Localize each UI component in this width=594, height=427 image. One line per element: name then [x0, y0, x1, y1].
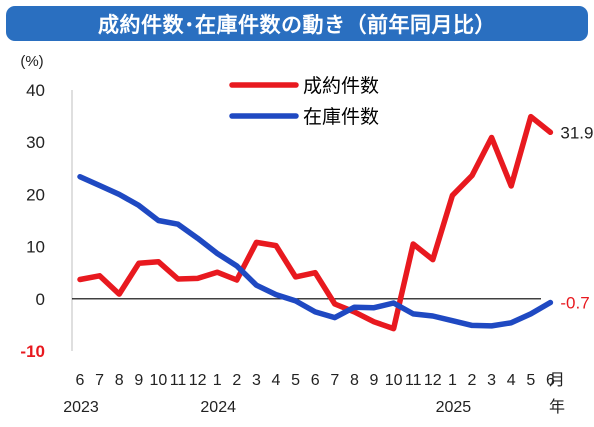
x-tick-label: 8: [350, 372, 359, 389]
x-tick-label: 8: [115, 372, 124, 389]
y-tick-label: 10: [26, 238, 45, 257]
x-tick-label: 1: [448, 372, 457, 389]
x-tick-label: 9: [370, 372, 379, 389]
x-tick-label: 10: [385, 372, 403, 389]
legend-label: 成約件数: [303, 75, 379, 97]
x-tick-label: 6: [311, 372, 320, 389]
series-line-2: [77, 173, 554, 329]
x-tick-label: 7: [95, 372, 104, 389]
y-axis-label: (%): [20, 53, 43, 70]
x-unit-year: 年: [549, 398, 565, 416]
x-tick-label: 2: [468, 372, 477, 389]
x-tick-label: 4: [272, 372, 281, 389]
y-tick-label: 0: [36, 290, 45, 309]
x-tick-label: 9: [134, 372, 143, 389]
series-line-1: [77, 113, 554, 332]
y-tick-label: -10: [20, 342, 45, 361]
y-tick-label: 20: [26, 185, 45, 204]
y-tick-label: 40: [26, 81, 45, 100]
year-label: 2025: [436, 399, 472, 416]
x-tick-label: 10: [150, 372, 168, 389]
year-label: 2023: [63, 399, 99, 416]
x-tick-label: 4: [507, 372, 516, 389]
x-tick-label: 6: [546, 372, 555, 389]
end-value-label: -0.7: [560, 293, 589, 312]
x-unit-month: 月: [549, 372, 565, 389]
x-tick-label: 3: [252, 372, 261, 389]
x-tick-label: 7: [330, 372, 339, 389]
x-tick-label: 1: [213, 372, 222, 389]
x-tick-label: 11: [405, 372, 422, 389]
end-value-label: 31.9: [560, 123, 593, 142]
x-tick-label: 11: [170, 372, 187, 389]
x-tick-label: 5: [291, 372, 300, 389]
x-tick-label: 2: [232, 372, 241, 389]
x-tick-label: 3: [487, 372, 496, 389]
x-tick-label: 12: [424, 372, 442, 389]
chart-title: 成約件数･在庫件数の動き（前年同月比）: [6, 6, 588, 41]
legend-label: 在庫件数: [303, 106, 379, 128]
y-tick-label: 30: [26, 133, 45, 152]
year-label: 2024: [200, 399, 236, 416]
x-tick-label: 5: [526, 372, 535, 389]
x-tick-label: 12: [189, 372, 207, 389]
x-tick-label: 6: [76, 372, 85, 389]
